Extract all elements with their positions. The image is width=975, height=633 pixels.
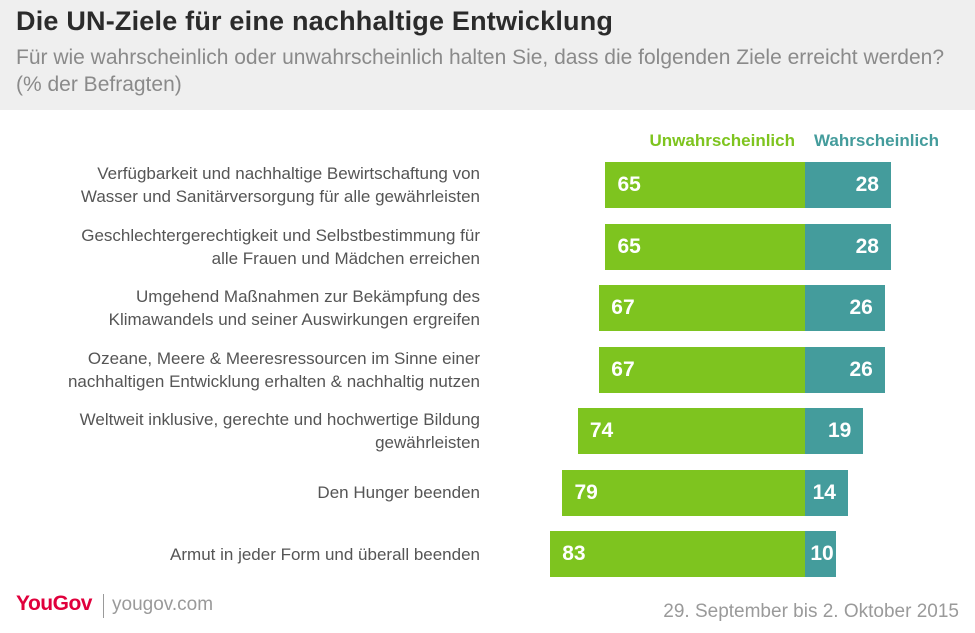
category-label-line: Verfügbarkeit und nachhaltige Bewirtscha… [97, 164, 480, 183]
bar-likely-value: 26 [849, 296, 873, 319]
bar-likely: 28 [805, 162, 891, 208]
category-label-line: Umgehend Maßnahmen zur Bekämpfung des [136, 287, 480, 306]
category-label-line: Weltweit inklusive, gerechte und hochwer… [79, 410, 480, 429]
category-label: Armut in jeder Form und überall beenden [0, 543, 480, 566]
survey-date: 29. September bis 2. Oktober 2015 [663, 601, 959, 622]
legend-likely: Wahrscheinlich [814, 131, 940, 150]
bar-unlikely-value: 65 [617, 234, 641, 258]
bar-unlikely-value: 67 [611, 296, 635, 319]
header-band: Die UN-Ziele für eine nachhaltige Entwic… [0, 0, 975, 110]
category-label: Ozeane, Meere & Meeresressourcen im Sinn… [0, 347, 480, 393]
category-label: Den Hunger beenden [0, 481, 480, 504]
bar-likely-value: 28 [855, 234, 879, 258]
category-label-line: Geschlechtergerechtigkeit und Selbstbest… [81, 225, 480, 245]
bar-likely-value: 26 [849, 357, 873, 381]
bar-unlikely-value: 67 [611, 357, 635, 381]
category-label-line: Klimawandels und seiner Auswirkungen erg… [108, 310, 480, 329]
bar-likely: 26 [805, 346, 885, 393]
bar-unlikely-value: 79 [574, 480, 598, 504]
bar-unlikely: 83 [550, 531, 805, 577]
bar-unlikely: 67 [599, 346, 805, 393]
bar-unlikely-value: 83 [562, 542, 586, 565]
legend-unlikely: Unwahrscheinlich [649, 131, 795, 150]
category-label-line: Wasser und Sanitärversorgung für alle ge… [80, 187, 480, 206]
yougov-logo: YouGov [16, 592, 92, 615]
category-label: Umgehend Maßnahmen zur Bekämpfung des Kli… [0, 285, 480, 331]
bar-likely-value: 14 [812, 480, 836, 504]
category-label-line: nachhaltigen Entwicklung erhalten & nach… [67, 371, 480, 391]
bar-likely-value: 28 [855, 173, 879, 196]
bar-unlikely-value: 74 [589, 419, 614, 442]
bar-likely-value: 10 [810, 542, 834, 565]
bar-unlikely: 65 [605, 223, 805, 270]
category-label-line: Den Hunger beenden [317, 483, 480, 502]
bar-unlikely: 74 [577, 408, 805, 454]
bar-likely: 26 [805, 285, 885, 331]
category-label: Weltweit inklusive, gerechte und hochwer… [0, 408, 480, 454]
footer-divider [103, 594, 104, 618]
footer-website: yougov.com [112, 594, 214, 615]
bar-unlikely-value: 65 [617, 173, 641, 196]
category-label-line: Ozeane, Meere & Meeresressourcen im Sinn… [87, 348, 480, 368]
chart-title: Die UN-Ziele für eine nachhaltige Entwic… [16, 6, 614, 36]
category-label-line: Armut in jeder Form und überall beenden [170, 544, 480, 564]
category-label: Verfügbarkeit und nachhaltige Bewirtscha… [0, 162, 480, 208]
bar-likely-value: 19 [827, 419, 852, 442]
bar-likely: 28 [805, 223, 891, 270]
bar-unlikely: 79 [562, 469, 805, 516]
bar-likely: 10 [805, 531, 836, 577]
bar-unlikely: 65 [605, 162, 805, 208]
bar-likely: 14 [805, 469, 848, 516]
category-label: Geschlechtergerechtigkeit und Selbstbest… [0, 224, 480, 270]
bar-unlikely: 67 [599, 285, 805, 331]
category-label-line: gewährleisten [375, 433, 480, 452]
chart-subtitle: Für wie wahrscheinlich oder unwahrschein… [16, 46, 945, 96]
category-label-line: alle Frauen und Mädchen erreichen [211, 248, 480, 268]
bar-likely: 19 [805, 408, 864, 454]
